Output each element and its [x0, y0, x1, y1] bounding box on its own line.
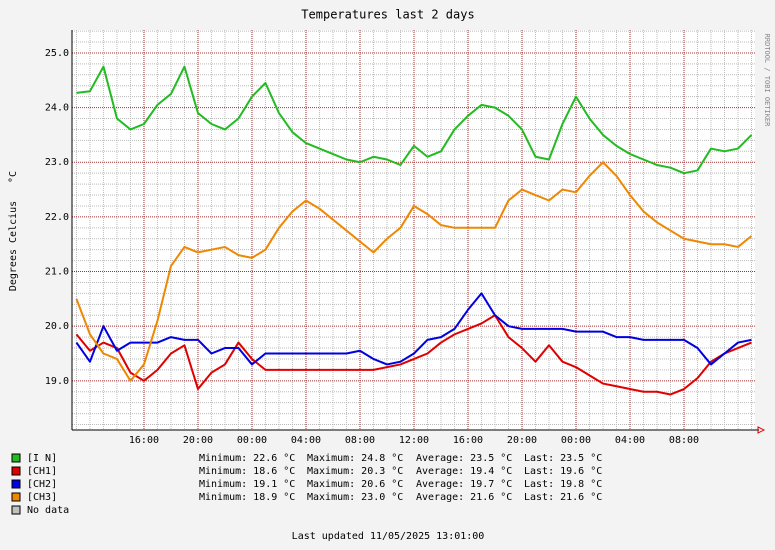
stat-label: Minimum: [199, 492, 247, 503]
stat-unit: °C [500, 466, 512, 477]
stat-unit: °C [500, 492, 512, 503]
legend-label: [I N] [27, 453, 57, 464]
axis-arrow [757, 426, 766, 434]
y-axis-unit: °C [8, 171, 19, 183]
stat-unit: °C [283, 479, 295, 490]
y-tick-label: 19.0 [45, 376, 69, 387]
stat-label: Maximum: [307, 492, 355, 503]
stat-value: 23.5 [470, 453, 494, 464]
stat-value: 20.3 [361, 466, 385, 477]
series-line [76, 65, 753, 175]
stat-value: 24.8 [361, 453, 385, 464]
legend-swatch [11, 492, 21, 502]
chart-title: Temperatures last 2 days [301, 8, 474, 22]
stat-value: 22.6 [253, 453, 277, 464]
legend-label: [CH2] [27, 479, 57, 490]
side-text: RRDTOOL / TOBI OETIKER [763, 34, 771, 128]
stat-unit: °C [391, 479, 403, 490]
stat-unit: °C [590, 492, 602, 503]
series-line [75, 161, 753, 382]
stat-unit: °C [590, 466, 602, 477]
stat-label: Last: [524, 479, 554, 490]
x-tick-label: 16:00 [129, 435, 159, 446]
stat-unit: °C [500, 479, 512, 490]
stat-value: 21.6 [560, 492, 584, 503]
stat-label: Average: [416, 466, 464, 477]
x-tick-label: 20:00 [507, 435, 537, 446]
stat-unit: °C [283, 453, 295, 464]
stat-unit: °C [283, 466, 295, 477]
stat-unit: °C [590, 453, 602, 464]
stat-unit: °C [391, 466, 403, 477]
stat-value: 19.7 [470, 479, 494, 490]
stat-value: 23.5 [560, 453, 584, 464]
legend-label: [CH3] [27, 492, 57, 503]
stat-label: Last: [524, 466, 554, 477]
stat-value: 19.8 [560, 479, 584, 490]
stat-label: Maximum: [307, 466, 355, 477]
y-tick-label: 22.0 [45, 212, 69, 223]
y-tick-label: 21.0 [45, 267, 69, 278]
legend-swatch [11, 479, 21, 489]
stat-label: Last: [524, 453, 554, 464]
y-axis-label: Degrees Celcius [8, 201, 19, 291]
stat-value: 18.6 [253, 466, 277, 477]
stat-value: 18.9 [253, 492, 277, 503]
x-tick-label: 00:00 [237, 435, 267, 446]
stat-value: 21.6 [470, 492, 494, 503]
stat-label: Average: [416, 479, 464, 490]
stat-label: Minimum: [199, 466, 247, 477]
x-tick-label: 04:00 [291, 435, 321, 446]
legend-swatch [11, 505, 21, 515]
stat-value: 19.6 [560, 466, 584, 477]
y-tick-label: 20.0 [45, 321, 69, 332]
stat-value: 23.0 [361, 492, 385, 503]
y-tick-label: 24.0 [45, 103, 69, 114]
x-tick-label: 12:00 [399, 435, 429, 446]
stat-unit: °C [500, 453, 512, 464]
stat-value: 20.6 [361, 479, 385, 490]
stat-label: Last: [524, 492, 554, 503]
stat-value: 19.4 [470, 466, 494, 477]
stat-label: Minimum: [199, 453, 247, 464]
series-line [75, 292, 752, 366]
x-tick-label: 20:00 [183, 435, 213, 446]
stat-unit: °C [391, 453, 403, 464]
y-tick-label: 25.0 [45, 48, 69, 59]
stat-unit: °C [391, 492, 403, 503]
stat-label: Average: [416, 492, 464, 503]
y-tick-label: 23.0 [45, 157, 69, 168]
footer: Last updated 11/05/2025 13:01:00 [292, 531, 485, 542]
legend-label: No data [27, 505, 69, 516]
x-tick-label: 08:00 [669, 435, 699, 446]
stat-label: Maximum: [307, 453, 355, 464]
stat-value: 19.1 [253, 479, 277, 490]
x-tick-label: 16:00 [453, 435, 483, 446]
stat-label: Minimum: [199, 479, 247, 490]
x-tick-label: 04:00 [615, 435, 645, 446]
series-line [75, 314, 752, 396]
stat-unit: °C [590, 479, 602, 490]
stat-label: Average: [416, 453, 464, 464]
x-tick-label: 00:00 [561, 435, 591, 446]
x-tick-label: 08:00 [345, 435, 375, 446]
stat-unit: °C [283, 492, 295, 503]
legend-swatch [11, 466, 21, 476]
legend-swatch [11, 453, 21, 463]
legend-label: [CH1] [27, 466, 57, 477]
stat-label: Maximum: [307, 479, 355, 490]
